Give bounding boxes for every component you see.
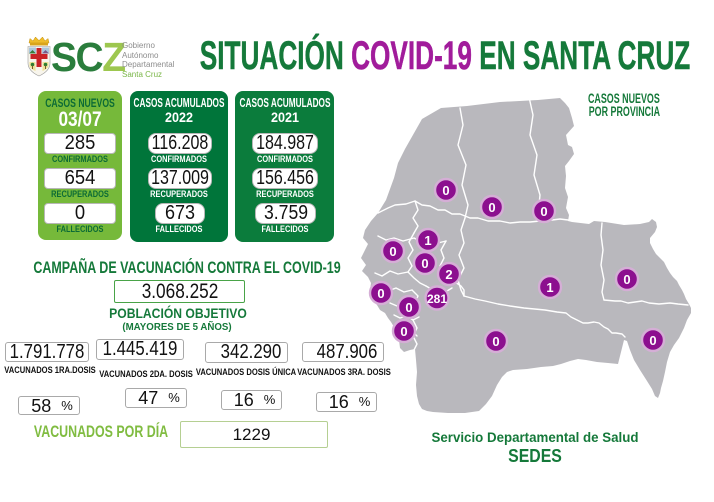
svg-text:2: 2 [445,267,452,282]
svg-text:281: 281 [427,292,447,306]
svg-text:0: 0 [442,183,449,198]
svg-text:0: 0 [421,256,428,271]
svg-text:0: 0 [623,272,630,287]
svg-text:0: 0 [389,244,396,259]
svg-text:0: 0 [400,324,407,339]
svg-text:0: 0 [488,200,495,215]
svg-text:0: 0 [540,204,547,219]
svg-text:0: 0 [492,334,499,349]
svg-text:0: 0 [405,300,412,315]
svg-text:0: 0 [649,333,656,348]
svg-text:0: 0 [377,286,384,301]
svg-text:1: 1 [546,280,553,295]
svg-text:1: 1 [424,233,431,248]
